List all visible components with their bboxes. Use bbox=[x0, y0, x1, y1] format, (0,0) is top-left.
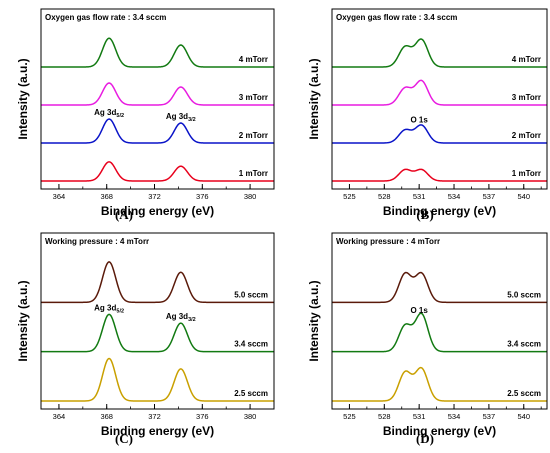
x-tick-label: 537 bbox=[483, 192, 496, 201]
x-tick-label: 528 bbox=[378, 192, 391, 201]
series-line-0 bbox=[332, 366, 547, 402]
series-line-2 bbox=[332, 271, 547, 304]
x-tick-label: 372 bbox=[148, 192, 161, 201]
series-label-1: 2 mTorr bbox=[239, 131, 268, 140]
series-label-2: 3 mTorr bbox=[512, 93, 541, 102]
plot-frame bbox=[331, 232, 548, 410]
y-axis-label: Intensity (a.u.) bbox=[307, 280, 321, 361]
x-tick-label: 525 bbox=[343, 192, 356, 201]
panel-annotation: Working pressure : 4 mTorr bbox=[336, 237, 440, 246]
x-tick-label: 380 bbox=[244, 412, 257, 421]
x-tick-label: 376 bbox=[196, 412, 209, 421]
chart-panel-1: 1 mTorr 2 mTorr 3 mTorr 4 mTorr 364 368 372 376… bbox=[16, 8, 275, 222]
plot-frame bbox=[40, 8, 275, 190]
panel-caption: (A) bbox=[115, 207, 133, 222]
series-label-0: 2.5 sccm bbox=[234, 389, 268, 398]
series-label-2: 5.0 sccm bbox=[234, 290, 268, 299]
x-tick-label: 537 bbox=[483, 412, 496, 421]
series-line-0 bbox=[41, 161, 274, 182]
chart-panel-3: 2.5 sccm 3.4 sccm 5.0 sccm 364 368 372 376 380 W… bbox=[16, 232, 275, 446]
chart-panel-4: 2.5 sccm 3.4 sccm 5.0 sccm 525 528 531 534 537 5… bbox=[307, 232, 548, 446]
series-label-1: 3.4 sccm bbox=[507, 340, 541, 349]
series-line-1 bbox=[332, 124, 547, 144]
x-axis-label: Binding energy (eV) bbox=[101, 424, 214, 438]
peak-label-0: O 1s bbox=[410, 306, 428, 315]
series-label-1: 3.4 sccm bbox=[234, 340, 268, 349]
series-line-2 bbox=[41, 82, 274, 106]
series-label-0: 2.5 sccm bbox=[507, 389, 541, 398]
panel-annotation: Oxygen gas flow rate : 3.4 sccm bbox=[336, 13, 457, 22]
series-line-3 bbox=[332, 38, 547, 68]
x-axis-label: Binding energy (eV) bbox=[383, 204, 496, 218]
panel-caption: (B) bbox=[416, 207, 433, 222]
peak-label-1: Ag 3d3/2 bbox=[166, 112, 196, 123]
panel-annotation: Oxygen gas flow rate : 3.4 sccm bbox=[45, 13, 166, 22]
y-axis-label: Intensity (a.u.) bbox=[16, 280, 30, 361]
x-tick-label: 531 bbox=[413, 192, 426, 201]
series-line-1 bbox=[41, 118, 274, 144]
x-tick-label: 540 bbox=[517, 412, 530, 421]
series-line-0 bbox=[332, 168, 547, 182]
x-tick-label: 376 bbox=[196, 192, 209, 201]
x-tick-label: 534 bbox=[448, 192, 461, 201]
peak-label-0: Ag 3d5/2 bbox=[94, 108, 124, 119]
series-label-3: 4 mTorr bbox=[512, 55, 541, 64]
series-label-0: 1 mTorr bbox=[512, 169, 541, 178]
series-label-1: 2 mTorr bbox=[512, 131, 541, 140]
series-line-3 bbox=[41, 37, 274, 68]
x-tick-label: 540 bbox=[517, 192, 530, 201]
series-line-1 bbox=[332, 312, 547, 353]
series-label-3: 4 mTorr bbox=[239, 55, 268, 64]
plot-frame bbox=[40, 232, 275, 410]
series-line-2 bbox=[41, 261, 274, 304]
peak-label-1: Ag 3d3/2 bbox=[166, 312, 196, 323]
x-tick-label: 380 bbox=[244, 192, 257, 201]
peak-label-0: Ag 3d5/2 bbox=[94, 303, 124, 314]
x-tick-label: 368 bbox=[100, 412, 113, 421]
x-tick-label: 525 bbox=[343, 412, 356, 421]
series-line-0 bbox=[41, 357, 274, 402]
x-tick-label: 534 bbox=[448, 412, 461, 421]
y-axis-label: Intensity (a.u.) bbox=[307, 58, 321, 139]
series-label-2: 3 mTorr bbox=[239, 93, 268, 102]
panel-annotation: Working pressure : 4 mTorr bbox=[45, 237, 149, 246]
x-tick-label: 364 bbox=[53, 412, 66, 421]
x-tick-label: 368 bbox=[100, 192, 113, 201]
y-axis-label: Intensity (a.u.) bbox=[16, 58, 30, 139]
series-label-0: 1 mTorr bbox=[239, 169, 268, 178]
panel-caption: (D) bbox=[416, 431, 434, 446]
x-tick-label: 528 bbox=[378, 412, 391, 421]
series-line-2 bbox=[332, 79, 547, 106]
series-line-1 bbox=[41, 313, 274, 353]
plot-frame bbox=[331, 8, 548, 190]
panel-caption: (C) bbox=[115, 431, 133, 446]
x-axis-label: Binding energy (eV) bbox=[383, 424, 496, 438]
chart-panel-2: 1 mTorr 2 mTorr 3 mTorr 4 mTorr 525 528 531 534… bbox=[307, 8, 548, 222]
peak-label-0: O 1s bbox=[410, 116, 428, 125]
x-tick-label: 372 bbox=[148, 412, 161, 421]
x-tick-label: 531 bbox=[413, 412, 426, 421]
series-label-2: 5.0 sccm bbox=[507, 290, 541, 299]
x-tick-label: 364 bbox=[53, 192, 66, 201]
x-axis-label: Binding energy (eV) bbox=[101, 204, 214, 218]
